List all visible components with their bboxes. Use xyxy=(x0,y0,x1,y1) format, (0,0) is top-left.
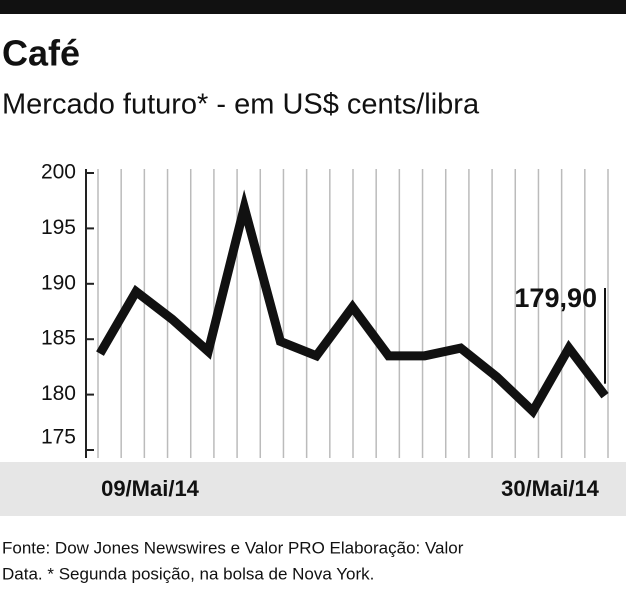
line xyxy=(96,189,609,419)
x-tick-label: 09/Mai/14 xyxy=(101,476,200,501)
y-tick-label: 200 xyxy=(41,161,76,184)
source: Data. * Segunda posição, na bolsa de Nov… xyxy=(2,564,374,583)
top-bar xyxy=(0,0,626,14)
source: Fonte: Dow Jones Newswires e Valor PRO E… xyxy=(2,538,464,557)
value-label: 179,90 xyxy=(514,283,597,313)
y-tick-label: 180 xyxy=(41,382,76,405)
chart-subtitle: Mercado futuro* - em US$ cents/libra xyxy=(2,89,480,121)
y-tick-label: 185 xyxy=(41,327,76,350)
x-tick-label: 30/Mai/14 xyxy=(501,476,600,501)
y-tick-label: 195 xyxy=(41,216,76,239)
x-band xyxy=(0,462,626,516)
y-tick-label: 190 xyxy=(41,271,76,294)
y-tick-label: 175 xyxy=(41,426,76,449)
chart-title: Café xyxy=(2,33,80,74)
